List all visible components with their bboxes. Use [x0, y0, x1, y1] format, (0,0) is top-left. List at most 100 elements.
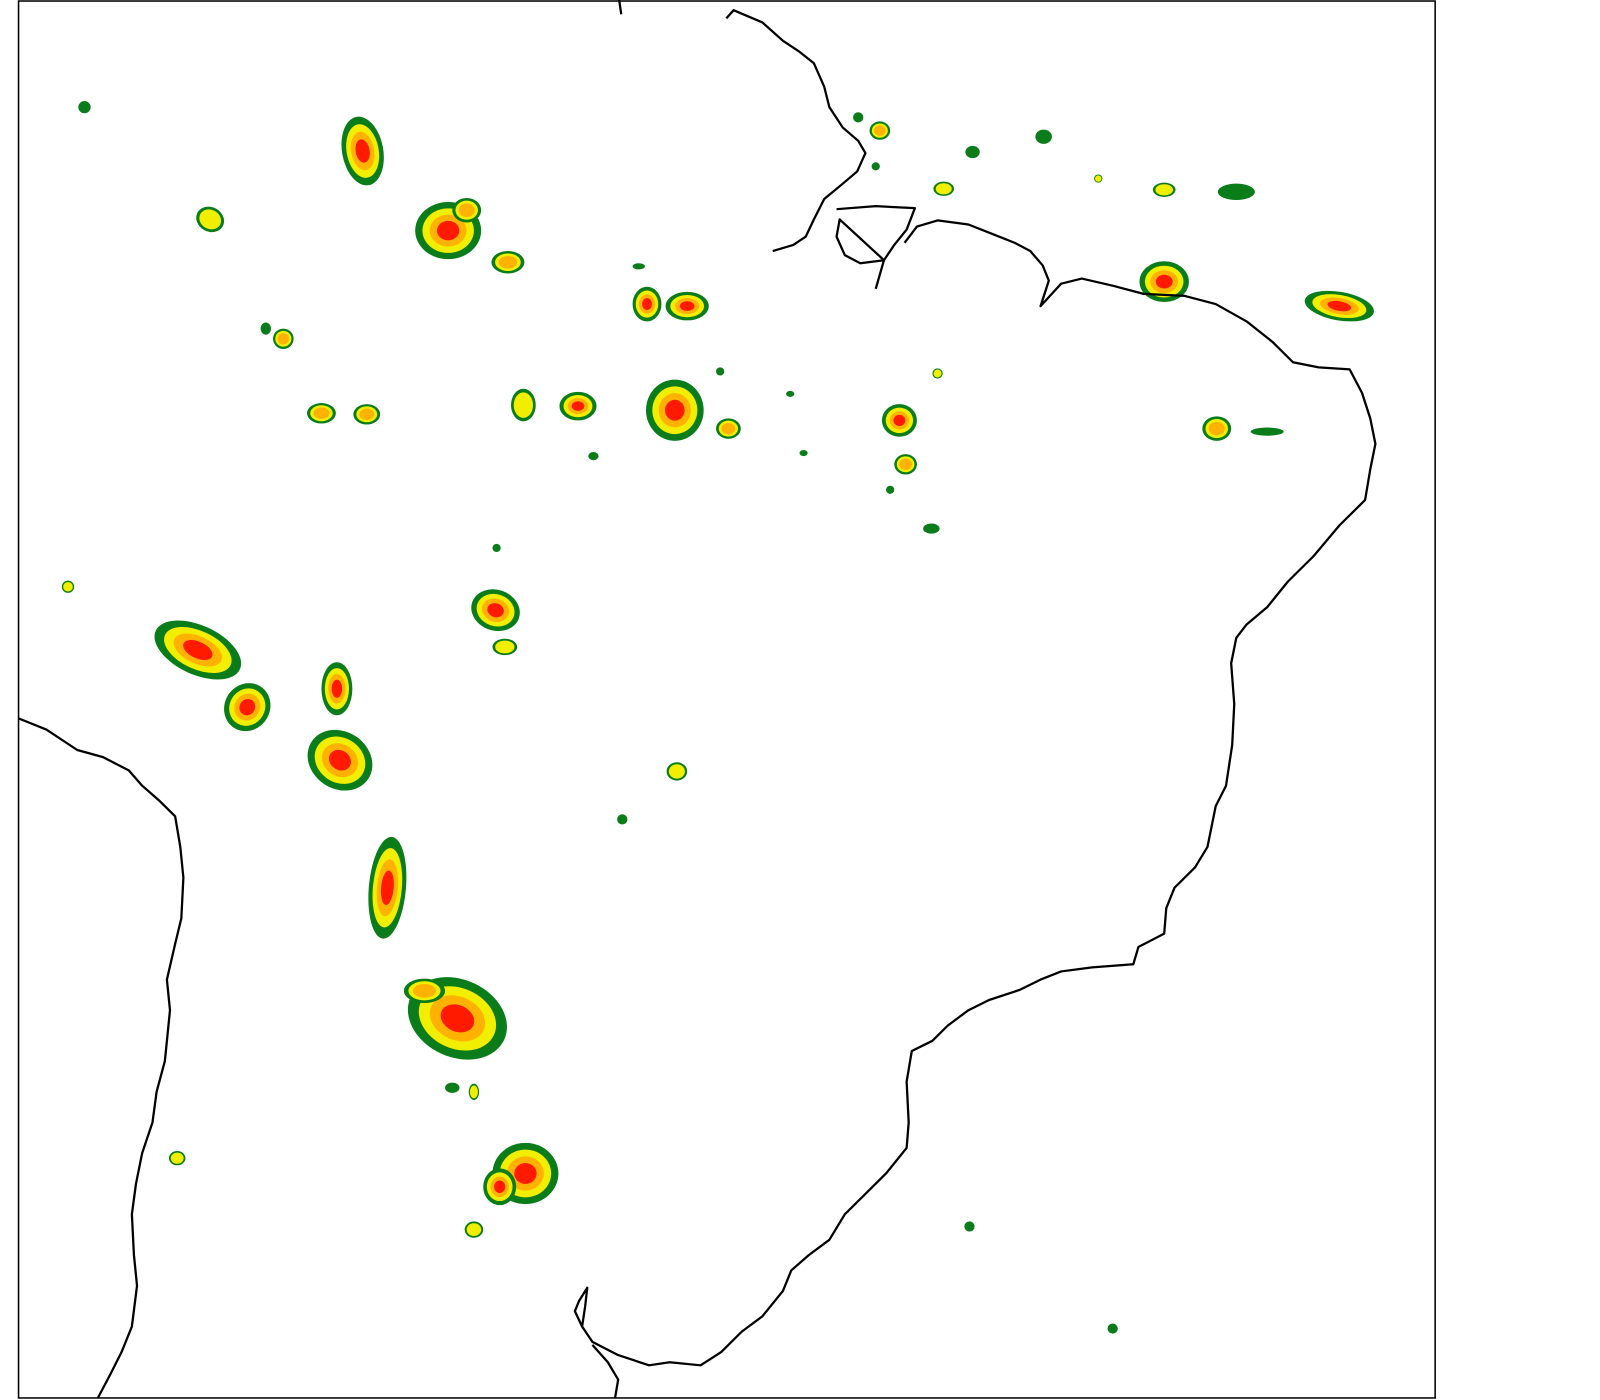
rain-cell [154, 620, 242, 680]
rain-cell [464, 1221, 484, 1238]
rain-cell [588, 452, 599, 461]
rain-contour [1155, 184, 1174, 196]
rain-cell [559, 391, 597, 421]
rain-contour [239, 698, 256, 716]
rain-cell [886, 485, 895, 494]
rain-contour [632, 263, 645, 270]
rain-contour [965, 145, 980, 159]
rain-contour [1208, 421, 1225, 436]
rain-contour [786, 390, 795, 397]
rain-cell [224, 683, 271, 732]
rain-cell [1304, 290, 1374, 322]
rain-cell [933, 181, 955, 196]
rain-contour [588, 452, 599, 461]
rain-cell [403, 978, 446, 1004]
rain-cell [665, 291, 709, 321]
rain-contour [492, 543, 501, 553]
rain-contour [679, 301, 695, 311]
rain-cell [869, 121, 891, 140]
rain-contour [514, 1163, 537, 1184]
rain-contour [260, 322, 271, 335]
rain-contour [571, 401, 585, 411]
rain-contour [328, 749, 352, 771]
rain-cell [617, 814, 628, 825]
rain-cell [1250, 427, 1284, 436]
rain-cell [341, 116, 384, 186]
rain-contour [331, 679, 343, 698]
rain-cell [632, 263, 645, 270]
rain-cell [492, 543, 501, 553]
rain-contour [617, 814, 628, 825]
rain-contour [440, 1004, 475, 1033]
rain-cell [799, 450, 808, 457]
rain-contour [199, 209, 222, 230]
coastline-east [618, 0, 867, 253]
rain-cell [307, 403, 336, 424]
rain-contour [935, 183, 952, 195]
rain-cell [786, 390, 795, 397]
precipitation-layer [61, 101, 1374, 1334]
rain-contour [1035, 129, 1052, 144]
rain-cell [932, 368, 943, 379]
coastline-west [18, 717, 185, 1399]
rain-contour [412, 983, 437, 998]
rain-contour [313, 407, 330, 419]
rain-contour [355, 139, 370, 163]
rain-cell [452, 197, 482, 223]
rain-cell [881, 404, 917, 437]
rain-cell [964, 1221, 975, 1232]
rain-cell [78, 101, 91, 114]
rain-cell [923, 523, 940, 534]
rain-contour [170, 1152, 184, 1164]
rain-cell [1035, 129, 1052, 144]
rain-cell [666, 762, 688, 781]
rain-contour [1217, 183, 1255, 200]
rain-contour [1327, 300, 1352, 312]
rain-cell [353, 404, 381, 425]
rain-contour [668, 764, 685, 779]
rain-contour [445, 1082, 460, 1093]
rain-contour [183, 639, 213, 661]
rain-contour [78, 101, 91, 114]
rain-cell [483, 1168, 517, 1206]
amazon-island [835, 205, 917, 290]
rain-contour [665, 399, 685, 421]
rain-contour [899, 458, 912, 470]
rain-contour [495, 640, 515, 654]
rain-cell [61, 580, 75, 593]
rain-cell [853, 112, 864, 123]
rain-cell [445, 1082, 460, 1093]
rain-cell [307, 729, 373, 791]
rain-contour [359, 408, 375, 420]
rain-contour [874, 125, 886, 136]
rain-cell [491, 251, 525, 274]
rain-cell [965, 145, 980, 159]
rain-cell [471, 589, 520, 632]
rain-cell [871, 162, 880, 171]
rain-cell [1217, 183, 1255, 200]
rain-contour [1095, 175, 1102, 182]
rain-contour [1107, 1323, 1118, 1334]
rain-cell [273, 328, 294, 349]
rain-cell [645, 379, 704, 441]
rain-contour [466, 1223, 482, 1236]
rain-contour [1250, 427, 1284, 436]
rain-contour [923, 523, 940, 534]
rain-contour [933, 369, 942, 378]
rain-cell [492, 638, 518, 656]
rain-cell [1152, 182, 1176, 197]
rain-cell [1202, 416, 1232, 441]
rain-contour [716, 367, 725, 376]
rain-cell [168, 1151, 186, 1166]
rain-contour [277, 333, 290, 345]
rain-cell [468, 1083, 480, 1100]
rain-cell [1107, 1323, 1118, 1334]
rain-contour [513, 392, 534, 418]
rain-cell [1094, 174, 1103, 183]
rain-contour [458, 203, 475, 218]
rain-contour [853, 112, 864, 123]
rain-contour [721, 422, 736, 435]
rain-contour [893, 414, 906, 426]
rain-cell [716, 418, 741, 439]
